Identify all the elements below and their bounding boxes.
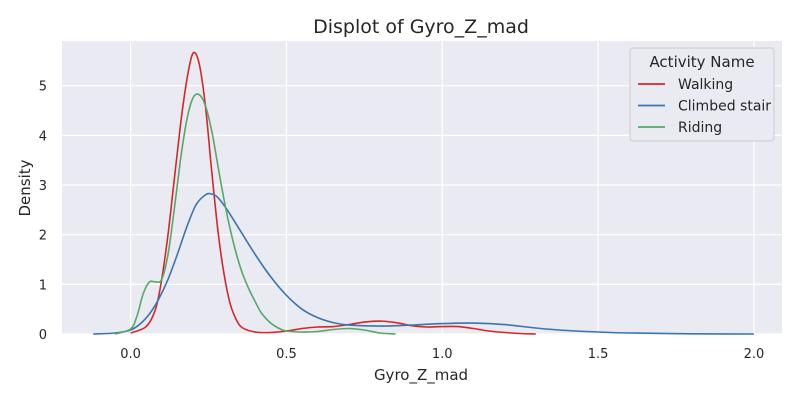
legend: Activity Name Walking Climbed stair Riding xyxy=(629,47,775,142)
x-tick-label: 1.0 xyxy=(432,347,453,362)
y-tick-label: 2 xyxy=(39,229,47,244)
y-tick-label: 0 xyxy=(39,328,47,343)
x-tick-label: 2.0 xyxy=(744,347,765,362)
x-axis-label: Gyro_Z_mad xyxy=(374,366,468,385)
y-axis-label: Density xyxy=(16,159,34,216)
y-tick-label: 3 xyxy=(39,179,47,194)
legend-label-climbed-stair: Climbed stair xyxy=(678,99,771,115)
y-tick-label: 5 xyxy=(39,80,47,95)
y-tick-label: 4 xyxy=(39,129,47,144)
legend-box xyxy=(629,47,775,142)
x-tick-label: 0.5 xyxy=(276,347,297,362)
series-line-riding xyxy=(114,93,396,335)
legend-label-riding: Riding xyxy=(678,120,722,136)
legend-items: Walking Climbed stair Riding xyxy=(638,77,771,136)
x-tick-label: 1.5 xyxy=(588,347,609,362)
y-tick-label: 1 xyxy=(39,278,47,293)
series-line-climbed-stair xyxy=(93,192,754,335)
legend-label-walking: Walking xyxy=(678,77,733,93)
tick-labels: 0.0 0.5 1.0 1.5 2.0 0 1 2 3 4 5 xyxy=(39,80,765,362)
series-line-walking xyxy=(130,51,536,335)
legend-title: Activity Name xyxy=(649,53,754,71)
chart-title: Displot of Gyro_Z_mad xyxy=(313,16,529,38)
series-layer xyxy=(93,51,754,335)
x-tick-label: 0.0 xyxy=(120,347,141,362)
